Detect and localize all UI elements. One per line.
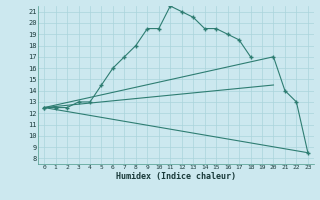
X-axis label: Humidex (Indice chaleur): Humidex (Indice chaleur)	[116, 172, 236, 181]
